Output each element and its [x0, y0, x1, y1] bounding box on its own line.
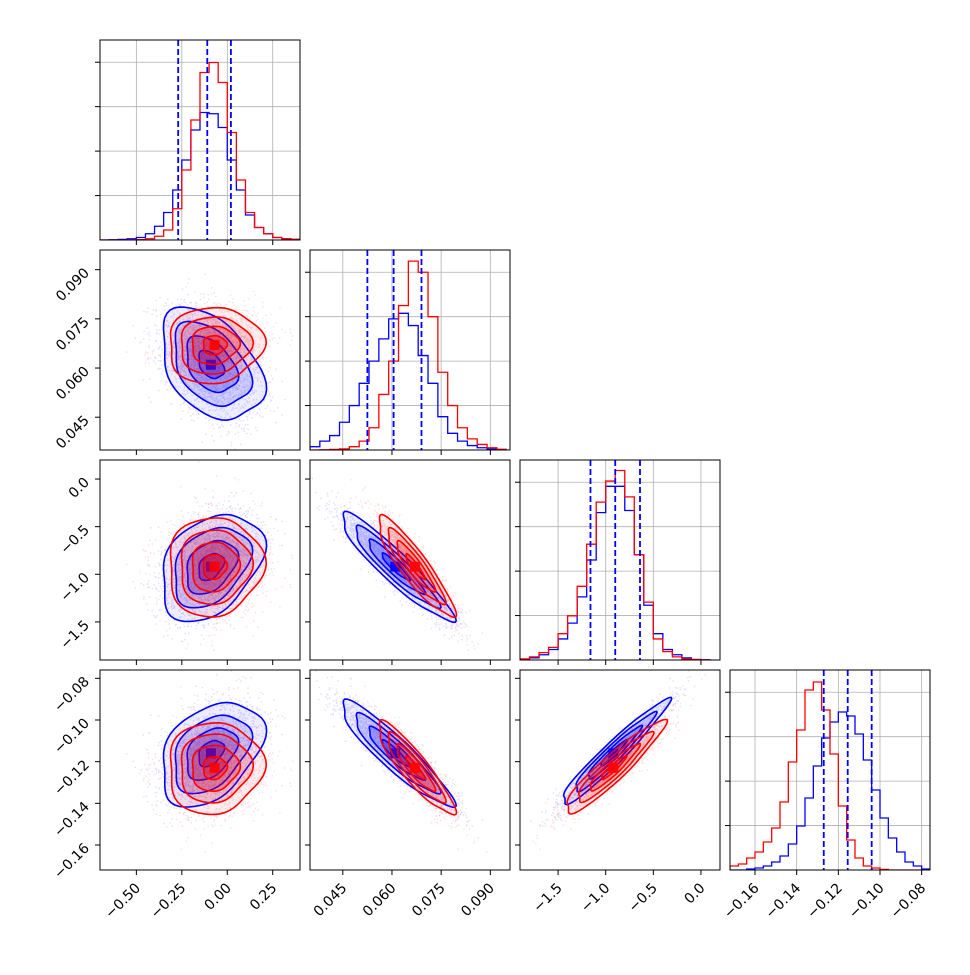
panel-frame [99, 459, 301, 661]
density-peak [409, 561, 420, 572]
contours-red [169, 721, 268, 816]
x-tick-label: −0.14 [763, 880, 805, 922]
panel-frame [309, 459, 511, 661]
y-tick-label: −0.08 [51, 674, 93, 716]
panel-content [530, 670, 706, 851]
x-tick-label: 0.075 [409, 880, 449, 920]
histogram-panel-4: −0.16 −0.14 −0.12 −0.10 −0.08 [721, 669, 931, 922]
y-tick-label: 0.045 [53, 413, 93, 453]
contours-red [378, 513, 458, 619]
histogram-lines [520, 460, 711, 660]
y-tick-label: −0.16 [51, 840, 93, 882]
contours-red [378, 718, 458, 816]
panel-frame [99, 249, 301, 451]
y-tick-label: −0.12 [51, 757, 93, 799]
density-peak [205, 748, 216, 759]
panel-frame [519, 669, 721, 871]
panel-frame [309, 669, 511, 871]
x-tick-label: −0.16 [721, 880, 763, 922]
x-tick-label: −1.5 [530, 880, 565, 915]
panel-content [311, 477, 484, 651]
x-tick-label: −0.10 [846, 880, 888, 922]
scatter-panel-3-2 [305, 459, 511, 665]
y-tick-label: 0.0 [66, 475, 93, 502]
contours-red [169, 306, 268, 385]
y-tick-label: −0.10 [51, 716, 93, 758]
panel-content [125, 273, 294, 450]
scatter-panel-4-1: −0.50 −0.25 0.00 0.25 −0.16−0.14−0.12−0.10−0… [51, 669, 301, 922]
y-tick-label: −0.14 [51, 799, 93, 841]
scatter-panel-2-1: 0.045 0.060 0.075 0.090 [53, 249, 301, 455]
histogram-panel-3 [515, 459, 721, 665]
panel-frame [519, 459, 721, 661]
density-peak [209, 561, 220, 572]
x-tick-label: 0.0 [682, 880, 709, 907]
x-tick-label: 0.060 [360, 880, 400, 920]
x-tick-label: −0.50 [102, 880, 144, 922]
density-peak [209, 340, 220, 351]
y-tick-label: 0.075 [53, 314, 93, 354]
panel-frame [99, 39, 301, 241]
density-peak [209, 762, 220, 773]
scatter-dots-red [347, 479, 479, 650]
x-tick-label: −0.08 [888, 880, 930, 922]
density-peak [409, 762, 420, 773]
y-tick-label: 0.060 [53, 364, 93, 404]
x-tick-label: −0.25 [148, 880, 190, 922]
y-tick-label: −1.5 [57, 617, 92, 652]
x-tick-label: 0.045 [311, 880, 351, 920]
x-tick-label: −1.0 [578, 880, 613, 915]
scatter-dots-blue [125, 670, 286, 827]
histogram-panel-2 [305, 249, 511, 455]
panel-content [125, 670, 294, 853]
x-tick-label: −0.12 [804, 880, 846, 922]
histogram-series-red [730, 681, 930, 870]
y-tick-label: −1.0 [57, 570, 92, 605]
y-tick-label: 0.090 [53, 265, 93, 305]
scatter-panel-4-3: −1.5 −1.0 −0.5 0.0 [515, 669, 721, 916]
contours-red [169, 517, 268, 618]
panel-frame [729, 669, 931, 871]
y-tick-label: −0.5 [57, 522, 92, 557]
density-peak [608, 762, 619, 773]
histogram-lines [310, 250, 507, 450]
scatter-points-red [347, 479, 479, 650]
panel-frame [99, 669, 301, 871]
histogram-series-blue [310, 312, 507, 450]
x-tick-label: 0.00 [202, 880, 235, 913]
contours-red [566, 718, 669, 815]
x-tick-label: −0.5 [626, 880, 661, 915]
panel-content [125, 461, 294, 651]
panel-content [311, 670, 488, 853]
panel-frame [309, 249, 511, 451]
density-peak [390, 561, 401, 572]
x-tick-label: 0.090 [458, 880, 498, 920]
scatter-panel-4-2: 0.045 0.060 0.075 0.090 [305, 669, 511, 920]
histogram-panel-1 [95, 39, 301, 245]
density-peak [608, 748, 619, 759]
histogram-lines [730, 670, 930, 870]
x-tick-label: 0.25 [247, 880, 280, 913]
histogram-lines [100, 40, 300, 240]
scatter-panel-3-1: −1.5 −1.0 −0.5 0.0 [57, 459, 301, 665]
histogram-series-blue [100, 111, 300, 240]
density-peak [390, 748, 401, 759]
histogram-series-red [310, 260, 507, 450]
scatter-points-blue [125, 670, 286, 827]
